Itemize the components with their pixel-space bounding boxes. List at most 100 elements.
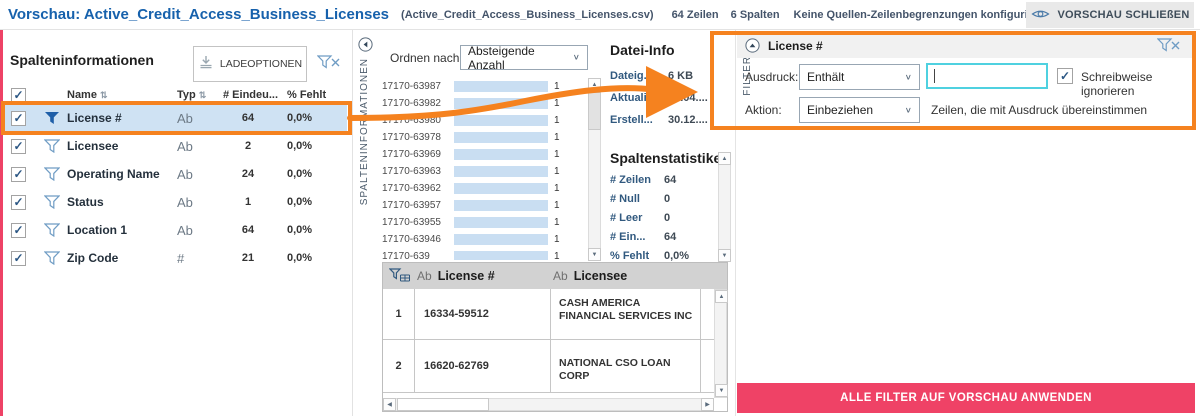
chevron-down-icon: ∨ xyxy=(904,72,912,82)
table-col-licensee-header[interactable]: Ab Licensee xyxy=(553,269,628,283)
collapse-filter-icon[interactable] xyxy=(745,38,760,53)
histogram-row[interactable]: 17170-63978 1 xyxy=(382,132,560,143)
filter-collapse-strip: FILTER xyxy=(735,30,761,416)
column-checkbox[interactable]: ✓ xyxy=(11,166,26,182)
column-info-title: Spalteninformationen xyxy=(10,52,154,68)
filter-funnel-icon[interactable] xyxy=(37,223,67,237)
histogram-scrollbar[interactable]: ▲ ▼ xyxy=(588,78,601,261)
scroll-down-button[interactable]: ▼ xyxy=(715,384,728,397)
filter-funnel-icon[interactable] xyxy=(37,139,67,153)
operator-dropdown[interactable]: Enthält ∨ xyxy=(799,64,920,90)
column-row-operating-name[interactable]: ✓ Operating Name Ab 24 0,0% xyxy=(3,160,347,188)
column-row-license[interactable]: ✓ License # Ab 64 0,0% xyxy=(3,104,347,132)
filter-funnel-icon[interactable] xyxy=(37,167,67,181)
table-filter-icon[interactable] xyxy=(383,268,417,284)
stat-row: # Leer 0 xyxy=(610,212,671,224)
table-vertical-scrollbar[interactable]: ▲ ▼ xyxy=(714,289,728,398)
table-header-row: Ab License # Ab Licensee xyxy=(383,263,727,289)
table-col-license-header[interactable]: Ab License # xyxy=(417,269,495,283)
file-info-title: Datei-Info xyxy=(610,42,675,58)
column-info-collapse-strip: SPALTENINFORMATIONEN xyxy=(352,30,380,416)
column-info-vertical-label: SPALTENINFORMATIONEN xyxy=(359,58,370,206)
ignore-case-label: Schreibweise ignorieren xyxy=(1081,70,1153,98)
scroll-up-button[interactable]: ▲ xyxy=(718,152,731,165)
file-info-row: Aktuali... 24.04.... xyxy=(610,92,708,104)
column-count: 6 Spalten xyxy=(730,8,780,21)
load-options-label: LADEOPTIONEN xyxy=(219,58,303,70)
row-limit-note: Keine Quellen-Zeilenbegrenzungen konfigu… xyxy=(793,8,1045,21)
histogram-row[interactable]: 17170-63963 1 xyxy=(382,166,560,177)
histogram-row[interactable]: 17170-639 1 xyxy=(382,251,560,260)
column-checkbox[interactable]: ✓ xyxy=(11,222,26,238)
scroll-up-button[interactable]: ▲ xyxy=(715,290,728,303)
column-stats-title: Spaltenstatistike xyxy=(610,150,718,166)
column-checkbox[interactable]: ✓ xyxy=(11,110,26,126)
histogram-row[interactable]: 17170-63955 1 xyxy=(382,217,560,228)
sort-icon: ⇅ xyxy=(198,90,207,100)
table-horizontal-scrollbar[interactable]: ◀ ▶ xyxy=(383,398,714,411)
column-row-licensee[interactable]: ✓ Licensee Ab 2 0,0% xyxy=(3,132,347,160)
remove-filter-icon[interactable] xyxy=(1156,37,1181,60)
clear-all-filters-icon[interactable] xyxy=(316,54,341,77)
load-options-button[interactable]: LADEOPTIONEN xyxy=(193,46,307,82)
histogram-bar xyxy=(454,166,548,177)
scroll-right-button[interactable]: ▶ xyxy=(701,398,714,411)
collapse-panel-icon[interactable] xyxy=(358,37,373,52)
column-checkbox[interactable]: ✓ xyxy=(11,250,26,266)
histogram-row[interactable]: 17170-63982 1 xyxy=(382,98,560,109)
action-dropdown[interactable]: Einbeziehen ∨ xyxy=(799,97,920,123)
column-checkbox[interactable]: ✓ xyxy=(11,138,26,154)
histogram-row[interactable]: 17170-63946 1 xyxy=(382,234,560,245)
column-row-zip-code[interactable]: ✓ Zip Code # 21 0,0% xyxy=(3,244,347,272)
sort-by-dropdown[interactable]: Absteigende Anzahl ∨ xyxy=(460,44,588,72)
header-type[interactable]: Typ ⇅ xyxy=(177,89,207,101)
stat-row: # Zeilen 64 xyxy=(610,174,677,186)
scrollbar-thumb[interactable] xyxy=(397,398,489,411)
filter-value-input[interactable] xyxy=(926,63,1048,89)
text-cursor xyxy=(934,69,935,83)
table-row: 1 16334-59512 CASH AMERICA FINANCIAL SER… xyxy=(383,289,727,340)
column-stats-section: Spaltenstatistike # Zeilen 64 # Null 0 # L… xyxy=(610,150,718,285)
column-row-status[interactable]: ✓ Status Ab 1 0,0% xyxy=(3,188,347,216)
select-all-checkbox[interactable]: ✓ xyxy=(11,87,26,103)
histogram-bar xyxy=(454,81,548,92)
close-preview-button[interactable]: VORSCHAU SCHLIEßEN xyxy=(1026,2,1194,28)
top-bar: Vorschau: Active_Credit_Access_Business_… xyxy=(0,0,1200,30)
header-name[interactable]: Name ⇅ xyxy=(67,89,108,101)
histogram-row[interactable]: 17170-63987 1 xyxy=(382,81,560,92)
column-checkbox[interactable]: ✓ xyxy=(11,194,26,210)
histogram-bar xyxy=(454,183,548,194)
histogram-row[interactable]: 17170-63969 1 xyxy=(382,149,560,160)
stat-row: # Ein... 64 xyxy=(610,231,677,243)
column-table-header: ✓ Name ⇅ Typ ⇅ # Eindeu... % Fehlt xyxy=(3,84,347,106)
scroll-down-button[interactable]: ▼ xyxy=(588,248,601,261)
histogram-bar xyxy=(454,98,548,109)
header-missing[interactable]: % Fehlt xyxy=(287,89,327,101)
histogram-bar xyxy=(454,234,548,245)
scrollbar-thumb[interactable] xyxy=(588,92,601,130)
apply-filters-button[interactable]: ALLE FILTER AUF VORSCHAU ANWENDEN xyxy=(737,383,1195,413)
histogram-bar xyxy=(454,200,548,211)
scroll-down-button[interactable]: ▼ xyxy=(718,249,731,262)
expression-label: Ausdruck: xyxy=(745,70,799,84)
ignore-case-checkbox[interactable]: ✓ xyxy=(1057,68,1073,84)
sort-icon: ⇅ xyxy=(99,90,108,100)
source-file-name: (Active_Credit_Access_Business_Licenses.… xyxy=(401,8,654,21)
histogram-row[interactable]: 17170-63962 1 xyxy=(382,183,560,194)
header-unique[interactable]: # Eindeu... xyxy=(223,89,279,101)
stat-row: # Null 0 xyxy=(610,193,671,205)
histogram-row[interactable]: 17170-63980 1 xyxy=(382,115,560,126)
filter-funnel-icon[interactable] xyxy=(37,251,67,265)
filter-funnel-icon[interactable] xyxy=(37,195,67,209)
histogram-bar xyxy=(454,115,548,126)
stats-scrollbar[interactable]: ▲ ▼ xyxy=(718,152,731,262)
histogram-row[interactable]: 17170-63957 1 xyxy=(382,200,560,211)
chevron-down-icon: ∨ xyxy=(904,105,912,115)
value-distribution-panel: Ordnen nach Absteigende Anzahl ∨ 17170-6… xyxy=(378,30,735,416)
filter-funnel-active-icon[interactable] xyxy=(37,111,67,125)
column-row-location[interactable]: ✓ Location 1 Ab 64 0,0% xyxy=(3,216,347,244)
scroll-left-button[interactable]: ◀ xyxy=(383,398,396,411)
table-row: 2 16620-62769 NATIONAL CSO LOAN CORP xyxy=(383,340,727,393)
scroll-up-button[interactable]: ▲ xyxy=(588,78,601,91)
page-title: Vorschau: Active_Credit_Access_Business_… xyxy=(8,6,390,23)
